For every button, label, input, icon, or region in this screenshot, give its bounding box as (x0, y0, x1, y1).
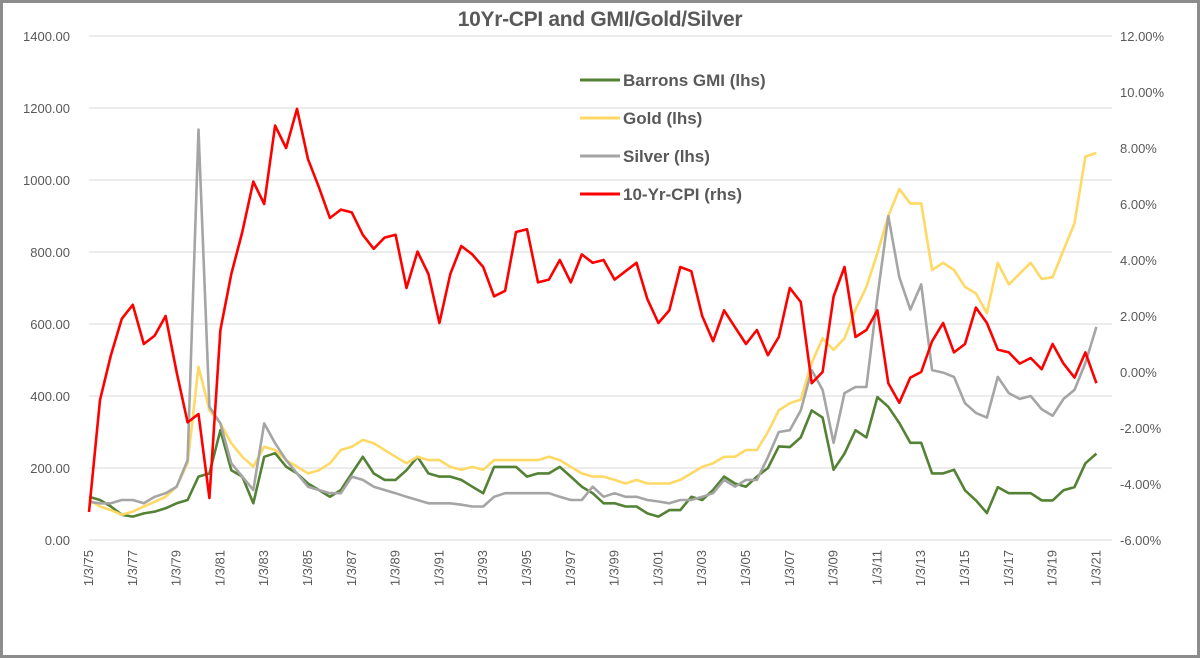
x-tick-label: 1/3/75 (81, 550, 96, 586)
x-tick-label: 1/3/97 (563, 550, 578, 586)
x-tick-label: 1/3/07 (782, 550, 797, 586)
y-left-tick-label: 800.00 (30, 245, 70, 260)
chart-title: 10Yr-CPI and GMI/Gold/Silver (457, 8, 743, 31)
x-tick-label: 1/3/17 (1001, 550, 1016, 586)
legend-label: 10-Yr-CPI (rhs) (623, 185, 742, 204)
y-left-tick-label: 1400.00 (23, 29, 70, 44)
x-tick-label: 1/3/15 (957, 550, 972, 586)
y-left-tick-label: 600.00 (30, 317, 70, 332)
y-right-tick-label: 10.00% (1120, 85, 1165, 100)
x-tick-label: 1/3/93 (475, 550, 490, 586)
x-tick-label: 1/3/89 (388, 550, 403, 586)
legend-label: Barrons GMI (lhs) (623, 71, 766, 90)
y-right-tick-label: 0.00% (1120, 365, 1157, 380)
y-left-tick-label: 200.00 (30, 461, 70, 476)
x-tick-label: 1/3/01 (650, 550, 665, 586)
x-tick-label: 1/3/79 (169, 550, 184, 586)
x-tick-label: 1/3/19 (1045, 550, 1060, 586)
x-tick-label: 1/3/83 (256, 550, 271, 586)
y-left-tick-label: 400.00 (30, 389, 70, 404)
x-tick-label: 1/3/87 (344, 550, 359, 586)
series-line-barrons-gmi-lhs (88, 395, 1098, 518)
x-tick-label: 1/3/85 (300, 550, 315, 586)
y-right-tick-label: 6.00% (1120, 197, 1157, 212)
y-left-tick-label: 1000.00 (23, 173, 70, 188)
series-line-silver-lhs (88, 128, 1098, 508)
legend-label: Gold (lhs) (623, 109, 702, 128)
y-right-tick-label: 2.00% (1120, 309, 1157, 324)
series-line-gold-lhs (88, 151, 1097, 517)
x-tick-label: 1/3/81 (212, 550, 227, 586)
y-right-tick-label: 8.00% (1120, 141, 1157, 156)
y-left-tick-label: 0.00 (45, 533, 70, 548)
y-right-tick-label: -2.00% (1120, 421, 1162, 436)
x-tick-label: 1/3/13 (913, 550, 928, 586)
x-tick-label: 1/3/95 (519, 550, 534, 586)
y-right-tick-label: -6.00% (1120, 533, 1162, 548)
x-tick-label: 1/3/05 (738, 550, 753, 586)
series-line-10-yr-cpi-rhs (87, 107, 1098, 513)
x-tick-label: 1/3/09 (826, 550, 841, 586)
y-left-tick-label: 1200.00 (23, 101, 70, 116)
y-right-tick-label: 4.00% (1120, 253, 1157, 268)
x-tick-label: 1/3/11 (869, 550, 884, 585)
y-right-tick-label: 12.00% (1120, 29, 1165, 44)
x-tick-label: 1/3/03 (694, 550, 709, 586)
y-right-tick-label: -4.00% (1120, 477, 1162, 492)
legend-label: Silver (lhs) (623, 147, 710, 166)
x-tick-label: 1/3/91 (431, 550, 446, 586)
x-tick-label: 1/3/77 (125, 550, 140, 586)
x-tick-label: 1/3/99 (607, 550, 622, 586)
x-tick-label: 1/3/21 (1088, 550, 1103, 586)
